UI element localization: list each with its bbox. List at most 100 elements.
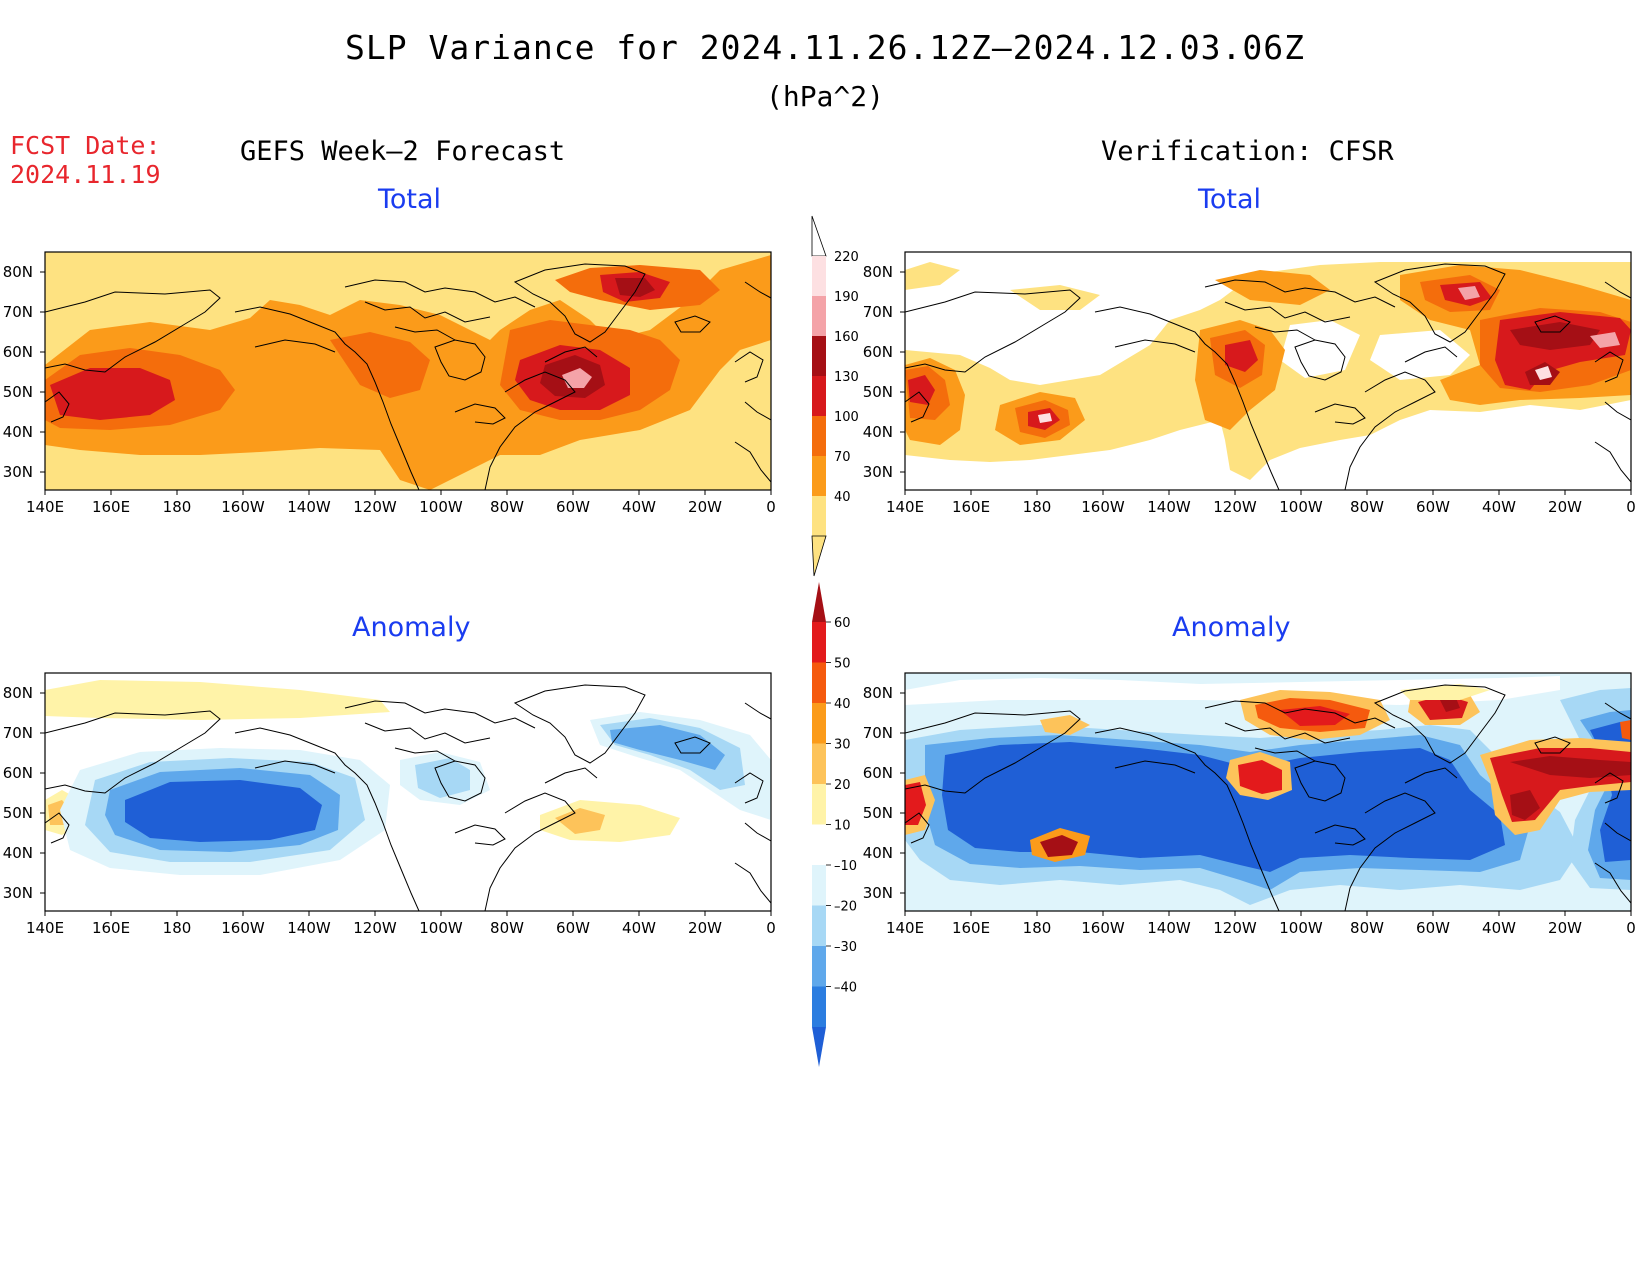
field-pos-60	[1440, 698, 1460, 712]
panel-title-top-right: Total	[1198, 184, 1262, 215]
colorbar-swatch	[812, 824, 826, 865]
colorbar-total-label: 100	[834, 410, 859, 425]
colorbar-total-label: 190	[834, 290, 859, 305]
colorbar-anomaly-label: 20	[834, 778, 851, 793]
fcst-date-label: FCST Date:	[10, 131, 161, 160]
lon-tick-label: 180	[163, 498, 192, 516]
lon-tick-label: 20W	[1548, 498, 1582, 516]
lat-tick-label: 30N	[863, 463, 893, 481]
colorbar-anomaly-label: –10	[834, 859, 857, 874]
lon-tick-label: 120W	[353, 498, 397, 516]
lon-tick-label: 0	[766, 498, 776, 516]
lon-tick-label: 20W	[688, 919, 722, 937]
lon-tick-label: 160W	[221, 919, 265, 937]
panel-title-top-left: Total	[378, 184, 442, 215]
colorbar-swatch	[812, 784, 826, 825]
field-level-190	[562, 368, 592, 388]
colorbar-top-arrow	[812, 582, 826, 622]
map-frame	[904, 672, 1632, 912]
lat-tick-label: 70N	[863, 303, 893, 321]
field-neg-30	[610, 725, 725, 770]
lon-tick-label: 0	[1626, 919, 1636, 937]
field-pos-50	[1238, 760, 1282, 794]
lon-tick-label: 180	[1023, 919, 1052, 937]
lon-tick-label: 160E	[92, 919, 130, 937]
colorbar-swatch	[812, 416, 826, 456]
colorbar-swatch	[812, 905, 826, 946]
field-pos-60	[1510, 790, 1540, 820]
map-gefs-total	[45, 252, 771, 490]
lon-tick-label: 180	[163, 919, 192, 937]
lon-tick-label: 100W	[419, 919, 463, 937]
figure-units: (hPa^2)	[765, 80, 884, 113]
left-column-title: GEFS Week–2 Forecast	[240, 136, 566, 167]
lat-tick-label: 50N	[863, 804, 893, 822]
colorbar-anomaly-label: 40	[834, 697, 851, 712]
lat-tick-label: 80N	[3, 684, 33, 702]
lon-tick-label: 20W	[688, 498, 722, 516]
field-level-130	[908, 375, 935, 405]
colorbar-swatch	[812, 703, 826, 744]
map-cfsr-anomaly	[905, 673, 1631, 911]
colorbar-total-label: 70	[834, 450, 851, 465]
lat-tick-label: 80N	[863, 684, 893, 702]
colorbar-swatch	[812, 336, 826, 376]
colorbar-top-arrow	[811, 215, 827, 257]
lon-tick-label: 60W	[556, 919, 590, 937]
lon-tick-label: 100W	[1279, 919, 1323, 937]
colorbar-swatch	[812, 622, 826, 663]
colorbar-swatch	[812, 986, 826, 1027]
panel-title-bottom-left: Anomaly	[352, 612, 471, 643]
lon-tick-label: 140E	[886, 498, 924, 516]
lon-tick-label: 160E	[92, 498, 130, 516]
colorbar-total-label: 160	[834, 330, 859, 345]
map-frame	[904, 251, 1632, 491]
lon-tick-label: 80W	[490, 919, 524, 937]
lat-tick-label: 60N	[863, 764, 893, 782]
lon-tick-label: 180	[1023, 498, 1052, 516]
field-pos-60	[1510, 756, 1631, 778]
lon-tick-label: 140W	[1147, 919, 1191, 937]
lon-tick-label: 120W	[1213, 498, 1257, 516]
colorbar-swatch	[812, 865, 826, 906]
field-level-220	[1535, 366, 1552, 380]
lon-tick-label: 160W	[1081, 919, 1125, 937]
lon-tick-label: 120W	[1213, 919, 1257, 937]
colorbar-total-label: 130	[834, 370, 859, 385]
colorbar-total: 220 190 160 130 100 70 40	[811, 215, 859, 577]
lon-tick-label: 140E	[886, 919, 924, 937]
panel-title-bottom-right: Anomaly	[1172, 612, 1291, 643]
colorbar-swatch	[812, 256, 826, 296]
field-pos-50	[905, 782, 926, 825]
lon-tick-label: 60W	[1416, 919, 1450, 937]
lat-tick-label: 70N	[3, 724, 33, 742]
field-level-100	[330, 332, 430, 398]
colorbar-anomaly-label: –30	[834, 940, 857, 955]
lat-tick-label: 70N	[863, 724, 893, 742]
lon-tick-label: 160E	[952, 498, 990, 516]
lat-tick-label: 60N	[3, 343, 33, 361]
field-level-190	[1590, 332, 1620, 348]
lon-tick-label: 140E	[26, 498, 64, 516]
colorbar-swatch	[812, 376, 826, 416]
field-pos-20	[555, 808, 605, 834]
field-pos-60	[1040, 835, 1078, 857]
field-neg-20	[415, 758, 470, 798]
lon-tick-label: 160W	[1081, 498, 1125, 516]
field-pos-40	[1620, 720, 1631, 740]
field-neg-40	[125, 780, 322, 842]
lon-tick-label: 140W	[1147, 498, 1191, 516]
lon-tick-label: 140W	[287, 919, 331, 937]
lat-tick-label: 80N	[863, 263, 893, 281]
lon-tick-label: 80W	[1350, 498, 1384, 516]
field-level-160	[615, 278, 655, 297]
map-frame	[44, 672, 772, 912]
lat-tick-label: 30N	[3, 884, 33, 902]
lon-tick-label: 40W	[622, 498, 656, 516]
lon-tick-label: 60W	[1416, 498, 1450, 516]
lat-tick-label: 30N	[863, 884, 893, 902]
lat-tick-label: 70N	[3, 303, 33, 321]
lon-tick-label: 160E	[952, 919, 990, 937]
lon-tick-label: 0	[766, 919, 776, 937]
